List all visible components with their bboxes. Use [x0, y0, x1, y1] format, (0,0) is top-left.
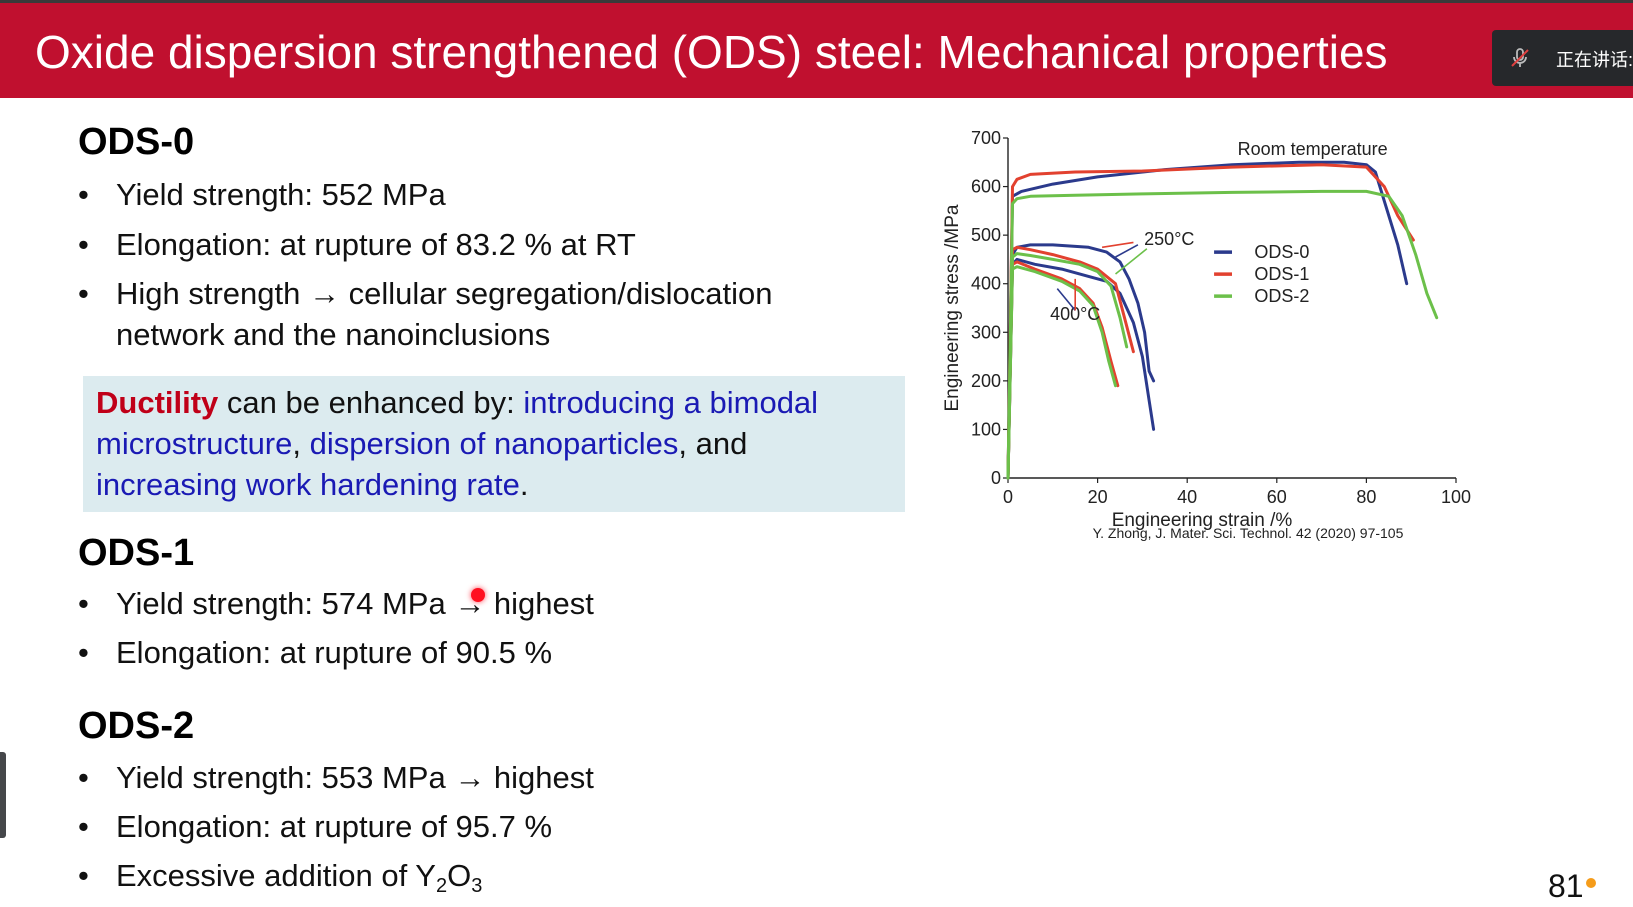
- annotation-400c: 400°C: [1050, 304, 1100, 324]
- annotation-room-temperature: Room temperature: [1238, 139, 1388, 159]
- page-number: 81: [1548, 868, 1584, 904]
- annotation-arrow: [1115, 244, 1139, 258]
- x-tick-label: 40: [1177, 487, 1197, 507]
- ods0-heading: ODS-0: [78, 121, 195, 163]
- series-line-ods-2: [1006, 189, 1439, 480]
- y-tick-label: 700: [971, 128, 1001, 148]
- mic-muted-icon[interactable]: [1508, 46, 1532, 70]
- y-tick-label: 600: [971, 177, 1001, 197]
- legend-label-ods-1: ODS-1: [1254, 264, 1309, 284]
- side-panel-handle[interactable]: [0, 752, 6, 838]
- ods2-bullet-1: • Yield strength: 553 MPa → highest: [78, 760, 594, 795]
- legend-label-ods-0: ODS-0: [1254, 242, 1309, 262]
- series-line-ods-2: [1006, 252, 1129, 480]
- ods1-heading: ODS-1: [78, 532, 195, 574]
- highlight-line-2: microstructure, dispersion of nanopartic…: [96, 426, 748, 461]
- ods2-bullet-2: • Elongation: at rupture of 95.7 %: [78, 809, 553, 844]
- page-indicator-dot: [1586, 878, 1596, 888]
- y-tick-label: 200: [971, 371, 1001, 391]
- speaking-label: 正在讲话:: [1556, 50, 1633, 70]
- series-line-ods-0: [1006, 243, 1156, 480]
- ods1-bullet-2: • Elongation: at rupture of 90.5 %: [78, 635, 553, 670]
- chart-source: Y. Zhong, J. Mater. Sci. Technol. 42 (20…: [1093, 525, 1404, 541]
- x-tick-label: 60: [1267, 487, 1287, 507]
- y-tick-label: 300: [971, 322, 1001, 342]
- y-tick-label: 400: [971, 274, 1001, 294]
- y-axis-label: Engineering stress /MPa: [942, 204, 963, 411]
- y-tick-label: 500: [971, 225, 1001, 245]
- series-line-ods-2: [1006, 265, 1117, 480]
- x-axis-label: Engineering strain /%: [1112, 510, 1293, 531]
- ductility-highlight-box: Ductility can be enhanced by: introducin…: [83, 376, 905, 512]
- x-tick-label: 80: [1356, 487, 1376, 507]
- slide-title: Oxide dispersion strengthened (ODS) stee…: [35, 26, 1388, 78]
- legend-label-ods-2: ODS-2: [1254, 286, 1309, 306]
- series-line-ods-1: [1006, 260, 1120, 480]
- ods1-bullet-1: • Yield strength: 574 MPa → highest: [78, 586, 594, 621]
- ods0-bullet-2: • Elongation: at rupture of 83.2 % at RT: [78, 227, 636, 262]
- annotation-arrow: [1056, 288, 1076, 311]
- highlight-line-3: increasing work hardening rate.: [96, 467, 529, 502]
- annotation-arrow: [1115, 248, 1148, 275]
- ods2-heading: ODS-2: [78, 705, 195, 747]
- series-line-ods-1: [1006, 163, 1415, 480]
- x-tick-label: 100: [1441, 487, 1471, 507]
- highlight-line-1: Ductility can be enhanced by: introducin…: [96, 385, 819, 420]
- x-tick-label: 20: [1088, 487, 1108, 507]
- series-line-ods-0: [1006, 257, 1156, 480]
- ods0-bullet-3: • High strength → cellular segregation/di…: [78, 276, 773, 311]
- annotation-arrow: [1101, 241, 1134, 249]
- y-tick-label: 100: [971, 419, 1001, 439]
- laser-pointer-dot: [471, 588, 485, 602]
- stress-strain-chart: 0 100 200 300 400 500 600 700 0 20 40 60 80 100 Engine…: [942, 128, 1471, 541]
- x-tick-label: 0: [1003, 487, 1013, 507]
- ods2-bullet-3: • Excessive addition of Y2O3: [78, 858, 483, 897]
- ods0-bullet-1: • Yield strength: 552 MPa: [78, 177, 446, 212]
- slide-header: Oxide dispersion strengthened (ODS) stee…: [0, 0, 1633, 98]
- annotation-250c: 250°C: [1144, 229, 1194, 249]
- meeting-speaker-indicator[interactable]: 正在讲话:: [1492, 30, 1633, 86]
- ods0-bullet-3-cont: network and the nanoinclusions: [116, 317, 551, 352]
- y-tick-label: 0: [991, 468, 1001, 488]
- series-line-ods-1: [1006, 245, 1135, 480]
